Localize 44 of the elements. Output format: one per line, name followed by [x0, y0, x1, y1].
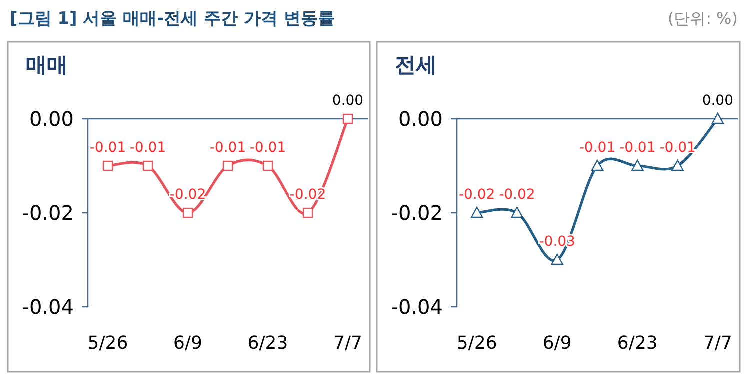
data-label: -0.01 — [130, 140, 166, 156]
x-tick-label: 5/26 — [88, 333, 128, 354]
x-tick-label: 6/9 — [542, 333, 572, 354]
point — [142, 160, 154, 172]
point — [591, 160, 604, 172]
point — [470, 206, 484, 218]
point — [222, 160, 234, 172]
point — [511, 206, 524, 218]
x-tick-label: 6/23 — [248, 333, 288, 354]
data-label: -0.02 — [170, 187, 206, 203]
point — [551, 254, 564, 266]
x-tick-label: 6/23 — [617, 333, 658, 354]
point — [672, 160, 684, 172]
x-tick-label: 7/7 — [334, 333, 362, 354]
data-label: -0.01 — [579, 140, 616, 156]
point — [632, 160, 644, 172]
y-tick-label: -0.02 — [22, 201, 74, 225]
data-label: 0.00 — [702, 93, 734, 109]
x-tick-label: 5/26 — [456, 333, 498, 354]
data-label: -0.02 — [499, 187, 536, 203]
data-label: -0.01 — [620, 140, 656, 156]
y-tick-label: -0.02 — [391, 201, 443, 225]
y-tick-label: 0.00 — [398, 107, 443, 131]
y-tick-label: 0.00 — [29, 107, 74, 131]
data-label: -0.02 — [458, 187, 496, 203]
text: (단위: %) — [668, 9, 738, 28]
point — [342, 114, 354, 124]
data-label: -0.01 — [90, 140, 126, 156]
point — [302, 208, 314, 218]
point — [182, 208, 194, 218]
y-tick-label: -0.04 — [391, 295, 443, 319]
y-tick-label: -0.04 — [22, 295, 74, 319]
data-label: 0.00 — [332, 93, 364, 109]
text: [그림 1] 서울 매매-전세 주간 가격 변동률 — [10, 9, 335, 29]
chart-title: 전세 — [395, 53, 437, 77]
x-tick-label: 7/7 — [703, 333, 732, 354]
point — [102, 160, 114, 172]
point — [712, 112, 724, 124]
data-label: -0.01 — [660, 140, 696, 156]
chart-title: 매매 — [26, 53, 68, 77]
x-tick-label: 6/9 — [174, 333, 202, 354]
data-label: -0.01 — [210, 140, 246, 156]
data-label: -0.01 — [250, 140, 286, 156]
point — [262, 160, 274, 172]
